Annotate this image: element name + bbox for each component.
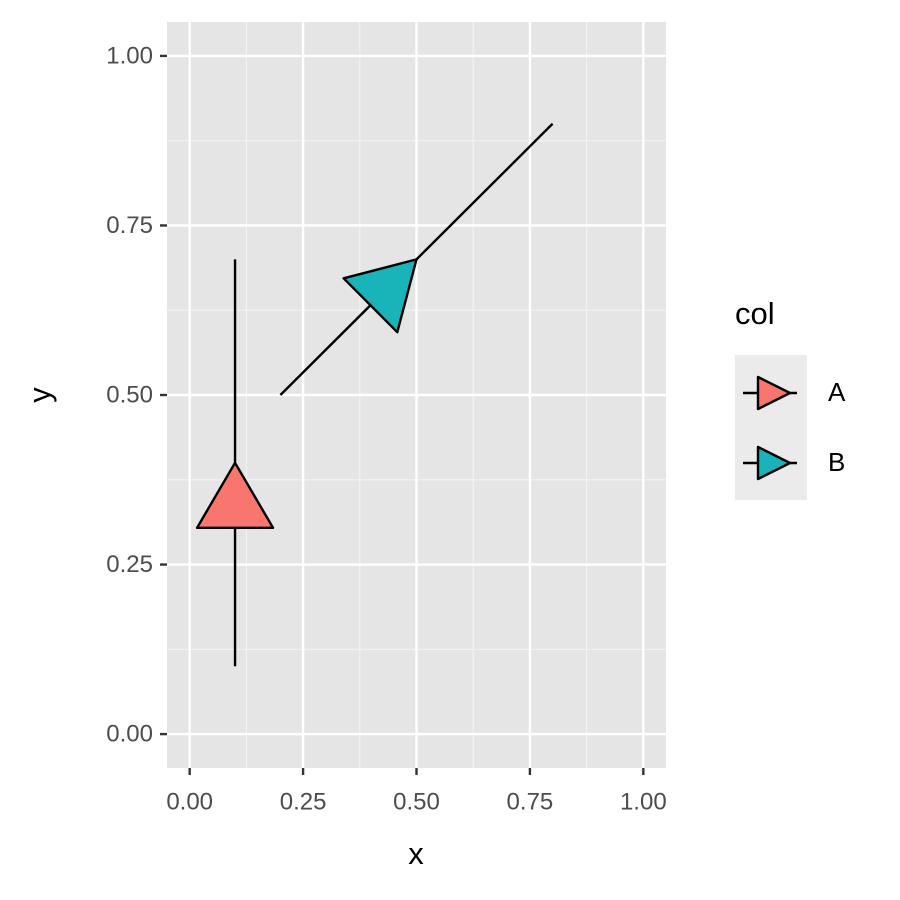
legend-label: A bbox=[828, 377, 846, 407]
legend-key-arrow bbox=[756, 445, 792, 481]
x-tick-label: 0.00 bbox=[166, 788, 213, 815]
x-tick-label: 0.75 bbox=[507, 788, 554, 815]
legend-keys bbox=[735, 355, 807, 500]
y-tick-label: 1.00 bbox=[106, 42, 153, 69]
x-axis-title: x bbox=[408, 836, 424, 871]
y-tick-label: 0.25 bbox=[106, 551, 153, 578]
x-tick-label: 1.00 bbox=[620, 788, 667, 815]
legend-title: col bbox=[735, 296, 775, 331]
y-tick-label: 0.75 bbox=[106, 212, 153, 239]
legend-key-arrow bbox=[756, 375, 792, 411]
arrow-head bbox=[195, 461, 275, 530]
y-tick-label: 0.50 bbox=[106, 381, 153, 408]
x-tick-label: 0.25 bbox=[280, 788, 327, 815]
y-tick-label: 0.00 bbox=[106, 720, 153, 747]
arrow-head bbox=[342, 258, 418, 334]
y-axis-title: y bbox=[22, 387, 57, 403]
x-tick-label: 0.50 bbox=[393, 788, 440, 815]
legend-label: B bbox=[828, 447, 845, 477]
